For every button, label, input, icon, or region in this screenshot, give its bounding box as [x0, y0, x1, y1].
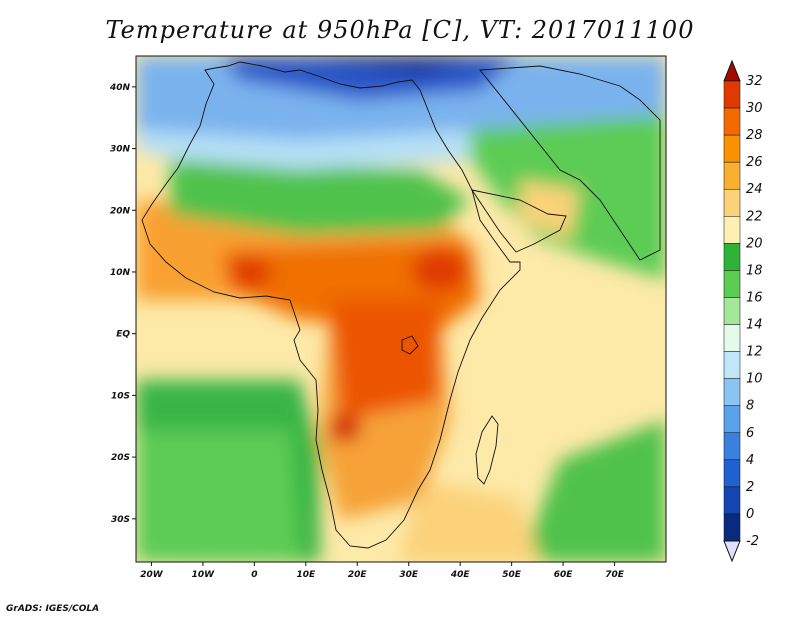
colorbar-segment	[723, 134, 741, 163]
colorbar-segment	[723, 270, 741, 298]
west-africa-hotspot	[228, 256, 272, 288]
madagascar-coastline	[475, 415, 499, 485]
colorbar-label: 32	[746, 74, 763, 89]
mediterranean-core-region	[300, 56, 480, 75]
southeast-ocean-region	[520, 420, 666, 562]
kalahari-hotspot	[329, 414, 361, 442]
axis-ticks: 20W 10W 0 10E 20E 30E 40E 50E 60E 70E 40N 30N 20N 10N…	[109, 83, 625, 580]
congo-region	[330, 300, 440, 420]
colorbar-label: 12	[746, 345, 763, 360]
colorbar-label: 10	[746, 372, 763, 387]
lon-tick-label: 10W	[192, 570, 216, 580]
colorbar-segment	[723, 432, 741, 461]
lat-tick-label: 10N	[110, 268, 131, 278]
lat-tick-label: 20S	[111, 453, 130, 463]
colorbar-label: 24	[746, 182, 763, 197]
colorbar-segment	[723, 459, 741, 488]
colorbar-segment	[723, 80, 741, 109]
lon-tick-label: 10E	[296, 570, 316, 580]
colorbar-segment	[723, 216, 741, 244]
lon-tick-label: 50E	[502, 570, 522, 580]
lat-tick-label: 30S	[111, 515, 130, 525]
asia-coastline	[479, 65, 661, 261]
colorbar-segment	[723, 486, 741, 515]
colorbar-label: 4	[746, 453, 754, 468]
colorbar-segment	[723, 297, 741, 325]
colorbar-label: 22	[746, 209, 763, 224]
colorbar-segment	[723, 513, 741, 542]
colorbar-label: 30	[746, 101, 763, 116]
colorbar-label: 2	[746, 480, 754, 495]
lon-tick-label: 40E	[450, 570, 471, 580]
colorbar-label: 16	[746, 290, 763, 305]
colorbar-label: 6	[746, 426, 754, 441]
colorbar-label: 26	[746, 155, 763, 170]
colorbar-min-arrow	[723, 540, 741, 563]
colorbar-segment	[723, 351, 741, 379]
lon-tick-label: 20W	[140, 570, 164, 580]
colorbar-segment	[723, 405, 741, 434]
lat-tick-label: 30N	[110, 145, 131, 155]
lat-tick-label: 40N	[109, 83, 131, 93]
temperature-field	[136, 56, 666, 562]
lon-tick-label: 0	[251, 570, 257, 580]
lon-tick-label: 70E	[605, 570, 625, 580]
colorbar-label: 20	[746, 236, 763, 251]
colorbar-label: -2	[746, 534, 759, 549]
colorbar-label: 14	[746, 318, 763, 333]
colorbar-segment	[723, 243, 741, 271]
colorbar-segment	[723, 378, 741, 406]
colorbar-label: 0	[746, 507, 754, 522]
colorbar-segment	[723, 161, 741, 190]
africa-coastline	[141, 61, 521, 549]
lat-tick-label: 10S	[111, 391, 130, 401]
colorbar-max-arrow	[723, 59, 741, 82]
grads-credit: GrADS: IGES/COLA	[6, 604, 100, 614]
lon-tick-label: 20E	[348, 570, 368, 580]
colorbar-segment	[723, 324, 741, 352]
lat-tick-label: EQ	[116, 330, 130, 340]
plot-frame	[135, 55, 667, 563]
lat-tick-label: 20N	[110, 206, 131, 216]
colorbar-label: 18	[746, 263, 763, 278]
colorbar-segment	[723, 107, 741, 136]
sahel-region	[170, 160, 470, 235]
lon-tick-label: 30E	[399, 570, 419, 580]
southeast-warm-region	[400, 480, 540, 562]
south-atlantic-inner-region	[136, 430, 300, 562]
east-africa-hotspot	[412, 248, 468, 292]
map-title: Temperature at 950hPa [C], VT: 201701110…	[105, 16, 695, 44]
lon-tick-label: 60E	[554, 570, 574, 580]
lake-victoria-outline	[401, 335, 419, 355]
colorbar-label: 28	[746, 128, 763, 143]
arabia-coastline	[471, 189, 567, 253]
arabia-warm-region	[520, 180, 580, 240]
colorbar-segment	[723, 188, 741, 217]
colorbar-label: 8	[746, 399, 754, 414]
coastlines	[141, 61, 661, 549]
